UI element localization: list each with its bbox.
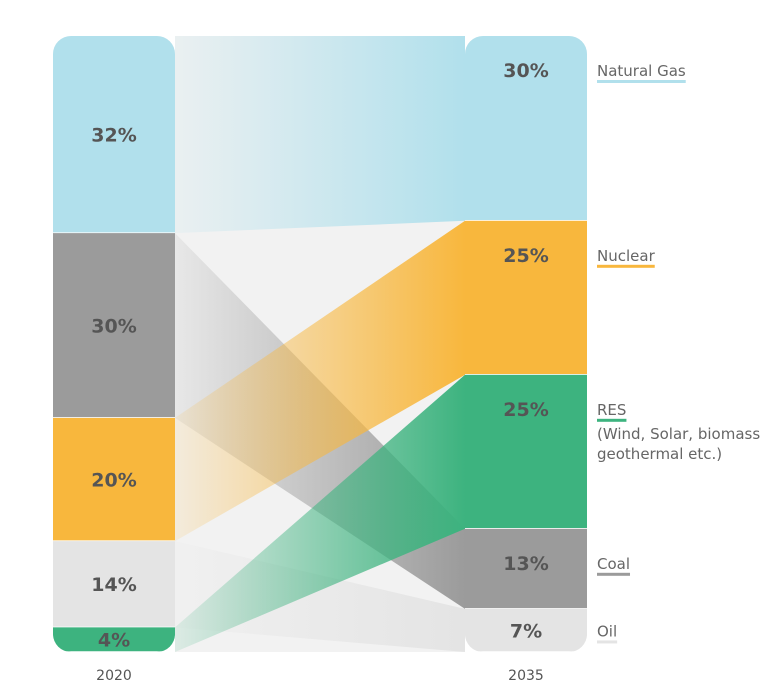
legend-label-nuclear: Nuclear (597, 247, 656, 265)
bar-oil-2035 (465, 608, 587, 652)
legend-label-coal: Coal (597, 555, 630, 573)
legend-underline-coal (597, 572, 631, 576)
legend-underline-res (597, 418, 627, 422)
legend-underline-oil (597, 640, 618, 644)
legend-label-natural-gas: Natural Gas (597, 62, 686, 80)
data-label-coal-2035: 13% (503, 553, 548, 575)
data-label-nuclear-2020: 20% (91, 470, 136, 492)
data-label-oil-2035: 7% (510, 620, 542, 642)
legend-label-res: RES (597, 401, 626, 419)
x-tick-label-2020: 2020 (96, 668, 132, 684)
legend-underline-natural-gas (597, 80, 686, 83)
x-tick-label-2035: 2035 (508, 668, 544, 684)
legend-sublabel-res: geothermal etc.) (597, 445, 722, 463)
bar-nuclear-2035 (465, 220, 587, 375)
data-label-coal-2020: 30% (91, 316, 136, 338)
bar-nuclear-2020 (53, 417, 175, 542)
data-label-res-2020: 4% (98, 630, 130, 652)
data-label-oil-2020: 14% (91, 574, 136, 596)
bar-coal-2020 (53, 233, 175, 418)
flow-res (175, 374, 465, 652)
bar-oil-2020 (53, 541, 175, 628)
legend-sublabel-res: (Wind, Solar, biomass (597, 425, 760, 443)
legend-underline-nuclear (597, 264, 655, 268)
data-label-nuclear-2035: 25% (503, 245, 548, 267)
data-label-natural-gas-2020: 32% (91, 125, 136, 147)
flow-nuclear (175, 220, 465, 542)
bar-res-2020 (53, 627, 175, 652)
data-label-res-2035: 25% (503, 399, 548, 421)
flow-natural-gas (175, 36, 465, 234)
bar-natural-gas-2020 (53, 36, 175, 234)
bar-coal-2035 (465, 528, 587, 609)
bar-natural-gas-2035 (465, 36, 587, 221)
legend-label-oil: Oil (597, 622, 617, 640)
data-label-natural-gas-2035: 30% (503, 60, 548, 82)
bar-res-2035 (465, 374, 587, 529)
